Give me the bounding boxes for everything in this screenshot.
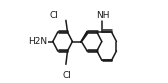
Text: Cl: Cl — [62, 71, 71, 80]
Text: NH: NH — [96, 11, 110, 20]
Text: Cl: Cl — [50, 11, 59, 20]
Text: H2N: H2N — [29, 37, 48, 46]
